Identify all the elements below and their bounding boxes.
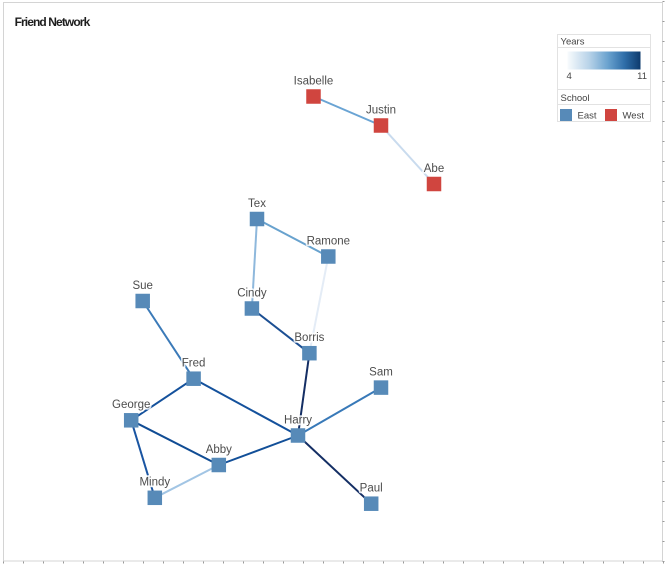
svg-text:Sam: Sam (369, 366, 393, 378)
svg-text:Cindy: Cindy (237, 287, 267, 299)
svg-text:East: East (578, 111, 597, 122)
svg-text:School: School (561, 93, 590, 104)
svg-text:Mindy: Mindy (139, 477, 170, 489)
svg-text:11: 11 (637, 71, 647, 82)
svg-text:George: George (112, 399, 150, 411)
svg-text:Fred: Fred (182, 358, 206, 370)
svg-text:Sue: Sue (132, 280, 152, 292)
svg-text:Harry: Harry (284, 414, 312, 426)
svg-text:West: West (623, 111, 645, 122)
svg-text:Abby: Abby (206, 444, 232, 456)
svg-text:Abe: Abe (424, 163, 444, 175)
svg-text:Friend Network: Friend Network (15, 15, 91, 29)
svg-text:Justin: Justin (366, 104, 396, 116)
svg-text:4: 4 (567, 71, 572, 82)
svg-text:Paul: Paul (360, 483, 383, 495)
svg-text:Tex: Tex (248, 198, 266, 210)
svg-text:Years: Years (561, 37, 585, 48)
svg-text:Ramone: Ramone (307, 235, 350, 247)
svg-text:Isabelle: Isabelle (294, 75, 334, 87)
svg-text:Borris: Borris (294, 332, 324, 344)
